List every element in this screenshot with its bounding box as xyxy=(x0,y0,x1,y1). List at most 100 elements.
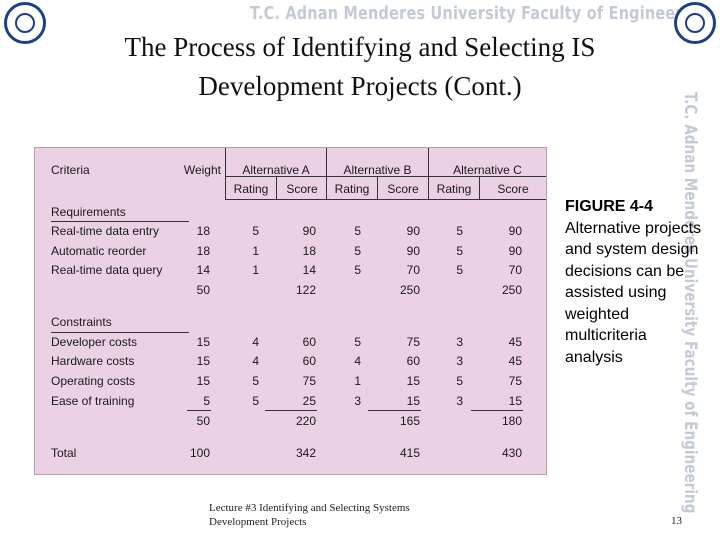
row-criterion-name: Real-time data entry xyxy=(51,224,160,238)
faculty-logo-inner xyxy=(685,13,705,33)
page-number: 13 xyxy=(671,515,682,527)
row-criterion-name: Automatic reorder xyxy=(51,244,147,258)
row-a-rating: 4 xyxy=(252,335,259,349)
row-a-score: 60 xyxy=(302,354,316,368)
row-b-rating: 3 xyxy=(354,394,361,408)
slide-title-line-2: Development Projects (Cont.) xyxy=(198,71,522,101)
subtotal-b-score: 250 xyxy=(399,283,420,297)
header-rating-b: Rating xyxy=(334,182,370,196)
header-alternative-a: Alternative A xyxy=(242,163,310,177)
header-vline-a xyxy=(225,148,226,200)
header-vline-c-sub xyxy=(479,177,480,200)
row-b-score: 75 xyxy=(406,335,420,349)
row-c-score: 15 xyxy=(508,394,522,408)
row-weight: 18 xyxy=(196,224,210,238)
row-a-score: 60 xyxy=(302,335,316,349)
footer-line-2: Development Projects xyxy=(209,516,307,528)
row-c-score: 90 xyxy=(508,244,522,258)
row-b-score: 15 xyxy=(406,394,420,408)
row-b-rating: 5 xyxy=(354,224,361,238)
row-b-score: 70 xyxy=(406,263,420,277)
header-weight: Weight xyxy=(183,163,221,177)
row-b-rating: 1 xyxy=(354,374,361,388)
row-a-score: 18 xyxy=(302,244,316,258)
section-requirements-label: Requirements xyxy=(51,205,126,219)
row-a-rating: 5 xyxy=(252,374,259,388)
row-a-score: 14 xyxy=(302,263,316,277)
subtotal-b-score: 165 xyxy=(399,414,420,428)
row-a-score: 90 xyxy=(302,224,316,238)
total-label: Total xyxy=(51,446,77,460)
row-criterion-name: Hardware costs xyxy=(51,354,135,368)
row-b-score: 90 xyxy=(406,244,420,258)
row-a-score: 25 xyxy=(302,394,316,408)
total-c-score: 430 xyxy=(501,446,522,460)
header-score-a: Score xyxy=(286,182,318,196)
row-a-score: 75 xyxy=(302,374,316,388)
header-criteria: Criteria xyxy=(51,163,90,177)
university-logo xyxy=(4,2,46,44)
row-c-score: 45 xyxy=(508,354,522,368)
multicriteria-table-figure: Criteria Weight Alternative A Alternativ… xyxy=(34,147,547,475)
figure-caption-text: Alternative projects and system design d… xyxy=(565,219,702,366)
header-rating-c: Rating xyxy=(436,182,472,196)
header-banner: T.C. Adnan Menderes University Faculty o… xyxy=(0,0,720,80)
header-vline-b xyxy=(326,148,327,200)
row-weight: 14 xyxy=(196,263,210,277)
total-weight: 100 xyxy=(189,446,210,460)
footer-line-1: Lecture #3 Identifying and Selecting Sys… xyxy=(209,502,410,514)
header-alternative-b: Alternative B xyxy=(343,163,412,177)
header-vline-b-sub xyxy=(377,177,378,200)
row-c-rating: 5 xyxy=(456,263,463,277)
row-b-score: 60 xyxy=(406,354,420,368)
section-constraints-label: Constraints xyxy=(51,315,112,329)
slide-title: The Process of Identifying and Selecting… xyxy=(40,28,680,106)
row-b-score: 90 xyxy=(406,224,420,238)
requirements-underline xyxy=(51,221,189,222)
row-criterion-name: Real-time data query xyxy=(51,263,163,277)
row-weight: 15 xyxy=(196,335,210,349)
row-c-score: 75 xyxy=(508,374,522,388)
row-b-rating: 5 xyxy=(354,335,361,349)
slide-footer: Lecture #3 Identifying and Selecting Sys… xyxy=(209,501,410,529)
row-a-rating: 4 xyxy=(252,354,259,368)
figure-caption: FIGURE 4-4 Alternative projects and syst… xyxy=(565,196,705,368)
row-b-rating: 4 xyxy=(354,354,361,368)
sum-line-c xyxy=(471,410,523,411)
total-b-score: 415 xyxy=(399,446,420,460)
header-vline-a-sub xyxy=(276,177,277,200)
university-logo-inner xyxy=(15,13,35,33)
row-c-rating: 5 xyxy=(456,374,463,388)
row-c-rating: 3 xyxy=(456,394,463,408)
row-criterion-name: Ease of training xyxy=(51,394,135,408)
row-c-rating: 5 xyxy=(456,244,463,258)
row-weight: 15 xyxy=(196,354,210,368)
constraints-underline xyxy=(51,332,189,333)
header-score-c: Score xyxy=(497,182,529,196)
slide-title-line-1: The Process of Identifying and Selecting… xyxy=(124,32,596,62)
header-rating-a: Rating xyxy=(233,182,269,196)
row-b-rating: 5 xyxy=(354,263,361,277)
row-c-rating: 5 xyxy=(456,224,463,238)
row-b-rating: 5 xyxy=(354,244,361,258)
subtotal-a-score: 220 xyxy=(295,414,316,428)
total-a-score: 342 xyxy=(295,446,316,460)
subtotal-weight: 50 xyxy=(196,283,210,297)
subtotal-weight: 50 xyxy=(196,414,210,428)
sum-line-a xyxy=(265,410,317,411)
row-weight: 18 xyxy=(196,244,210,258)
subtotal-a-score: 122 xyxy=(295,283,316,297)
row-c-score: 45 xyxy=(508,335,522,349)
banner-text: T.C. Adnan Menderes University Faculty o… xyxy=(250,3,709,24)
row-a-rating: 1 xyxy=(252,263,259,277)
row-criterion-name: Operating costs xyxy=(51,374,136,388)
row-c-score: 90 xyxy=(508,224,522,238)
header-alternative-c: Alternative C xyxy=(453,163,522,177)
row-a-rating: 1 xyxy=(252,244,259,258)
header-vline-c xyxy=(428,148,429,200)
row-c-rating: 3 xyxy=(456,354,463,368)
figure-caption-label: FIGURE 4-4 xyxy=(565,198,654,215)
row-criterion-name: Developer costs xyxy=(51,335,138,349)
row-c-rating: 3 xyxy=(456,335,463,349)
subtotal-c-score: 180 xyxy=(501,414,522,428)
